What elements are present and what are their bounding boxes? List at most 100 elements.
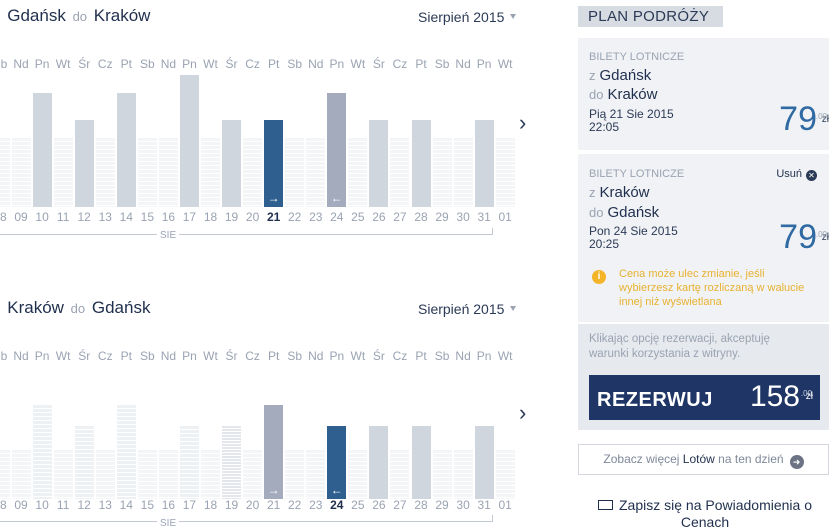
weekday-label: Pn bbox=[182, 57, 197, 71]
day-label[interactable]: 13 bbox=[98, 498, 112, 512]
day-label[interactable]: 10 bbox=[35, 210, 49, 224]
day-label[interactable]: 14 bbox=[119, 210, 133, 224]
price-alert-link[interactable]: Zapisz się na Powiadomienia o Cenach bbox=[590, 497, 820, 530]
weekday-label: Pn bbox=[329, 349, 345, 363]
outbound-flight-card[interactable]: BILETY LOTNICZE z Gdańsk do Kraków Pią 21 … bbox=[578, 38, 829, 150]
price-bar[interactable] bbox=[116, 93, 136, 207]
day-label[interactable]: 27 bbox=[393, 210, 407, 224]
route-connector: do bbox=[70, 301, 86, 316]
weekday-label: Pn bbox=[476, 57, 492, 71]
day-label[interactable]: 10 bbox=[35, 498, 49, 512]
day-label[interactable]: 13 bbox=[98, 210, 112, 224]
day-label[interactable]: 16 bbox=[161, 498, 176, 512]
day-label[interactable]: 15 bbox=[140, 210, 155, 224]
day-label[interactable]: 22 bbox=[288, 210, 302, 224]
empty-day-bar bbox=[0, 450, 10, 499]
month-label: Sierpień 2015 bbox=[418, 301, 505, 317]
month-select[interactable]: Sierpień 2015 bbox=[418, 301, 517, 317]
inbound-flight-card[interactable]: BILETY LOTNICZE Usuń ✕ z Kraków do Gdańsk P… bbox=[578, 154, 829, 322]
book-button[interactable]: REZERWUJ 158 zł .00 bbox=[589, 375, 820, 420]
day-label[interactable]: 28 bbox=[414, 498, 428, 512]
price-bar[interactable] bbox=[222, 425, 242, 499]
empty-day-bar bbox=[201, 450, 220, 499]
price-bars: → ← bbox=[0, 405, 520, 499]
day-label[interactable]: 19 bbox=[224, 210, 239, 224]
price-bar[interactable] bbox=[74, 119, 94, 207]
day-label[interactable]: 22 bbox=[288, 498, 302, 512]
more-flights-button[interactable]: Zobacz więcej Lotów na ten dzień ➜ bbox=[578, 444, 829, 475]
total-value: 158 bbox=[749, 380, 800, 413]
price-bar[interactable] bbox=[32, 93, 52, 207]
day-label[interactable]: 09 bbox=[14, 210, 28, 224]
day-label[interactable]: 27 bbox=[393, 498, 407, 512]
day-label[interactable]: 31 bbox=[477, 210, 491, 224]
paired-date-bar[interactable]: ← bbox=[327, 93, 347, 207]
day-label[interactable]: 28 bbox=[414, 210, 428, 224]
day-label[interactable]: 12 bbox=[77, 498, 91, 512]
chevron-right-icon[interactable]: › bbox=[519, 110, 527, 135]
day-label[interactable]: 26 bbox=[372, 210, 386, 224]
day-label[interactable]: 30 bbox=[456, 498, 470, 512]
day-label[interactable]: 12 bbox=[77, 210, 91, 224]
day-label[interactable]: 18 bbox=[203, 498, 218, 512]
month-select[interactable]: Sierpień 2015 bbox=[418, 9, 517, 25]
day-label[interactable]: 21 bbox=[266, 210, 281, 224]
day-label[interactable]: 31 bbox=[477, 498, 491, 512]
day-label[interactable]: 24 bbox=[330, 210, 344, 224]
price-bar[interactable] bbox=[411, 425, 431, 499]
day-label[interactable]: 01 bbox=[498, 210, 512, 224]
empty-day-bar bbox=[453, 138, 473, 207]
empty-day-bar bbox=[137, 138, 157, 207]
day-label[interactable]: 20 bbox=[245, 498, 260, 512]
selected-date-bar[interactable]: ← bbox=[327, 425, 347, 499]
price-bar[interactable] bbox=[32, 405, 52, 499]
price-bar[interactable] bbox=[474, 119, 494, 207]
price-bar[interactable] bbox=[411, 119, 431, 207]
day-label[interactable]: 11 bbox=[56, 498, 70, 512]
day-label[interactable]: 01 bbox=[498, 498, 512, 512]
remove-flight-button[interactable]: Usuń ✕ bbox=[776, 168, 817, 181]
month-label: Sierpień 2015 bbox=[418, 9, 505, 25]
price-bar[interactable] bbox=[222, 119, 242, 207]
day-label[interactable]: 09 bbox=[14, 498, 28, 512]
day-label[interactable]: 11 bbox=[56, 210, 70, 224]
day-label[interactable]: 19 bbox=[224, 498, 239, 512]
weekday-label: Pn bbox=[182, 349, 197, 363]
day-label[interactable]: 18 bbox=[203, 210, 218, 224]
price-bar[interactable] bbox=[369, 425, 389, 499]
weekday-label: Cz bbox=[97, 57, 113, 71]
price-bar[interactable] bbox=[474, 425, 494, 499]
price-bar[interactable] bbox=[179, 425, 199, 499]
day-label[interactable]: 29 bbox=[435, 210, 449, 224]
day-label[interactable]: 17 bbox=[182, 210, 197, 224]
selected-date-bar[interactable]: → bbox=[264, 119, 284, 207]
day-label[interactable]: 15 bbox=[140, 498, 155, 512]
envelope-icon bbox=[598, 500, 613, 510]
day-label[interactable]: 24 bbox=[330, 498, 344, 512]
paired-date-bar[interactable]: → bbox=[264, 405, 284, 499]
day-label[interactable]: 21 bbox=[266, 498, 281, 512]
day-label[interactable]: 08 bbox=[0, 498, 7, 512]
day-label[interactable]: 16 bbox=[161, 210, 176, 224]
chevron-down-icon bbox=[510, 14, 517, 19]
chevron-right-icon[interactable]: › bbox=[519, 400, 527, 425]
day-label[interactable]: 17 bbox=[182, 498, 197, 512]
weekday-label: Cz bbox=[245, 349, 260, 363]
day-label[interactable]: 14 bbox=[119, 498, 133, 512]
calendar-route: z Kraków do Gdańsk bbox=[0, 298, 150, 318]
day-label[interactable]: 23 bbox=[309, 210, 323, 224]
day-label[interactable]: 08 bbox=[0, 210, 7, 224]
price-bar[interactable] bbox=[179, 75, 199, 207]
price-bar[interactable] bbox=[74, 425, 94, 499]
day-label[interactable]: 29 bbox=[435, 498, 449, 512]
flight-time: 22:05 bbox=[589, 120, 620, 134]
day-label[interactable]: 25 bbox=[351, 210, 365, 224]
destination-prefix: do bbox=[589, 205, 604, 220]
price-bar[interactable] bbox=[116, 405, 136, 499]
day-label[interactable]: 26 bbox=[372, 498, 386, 512]
day-label[interactable]: 23 bbox=[309, 498, 323, 512]
day-label[interactable]: 30 bbox=[456, 210, 470, 224]
price-bar[interactable] bbox=[369, 119, 389, 207]
day-label[interactable]: 20 bbox=[245, 210, 260, 224]
day-label[interactable]: 25 bbox=[351, 498, 365, 512]
